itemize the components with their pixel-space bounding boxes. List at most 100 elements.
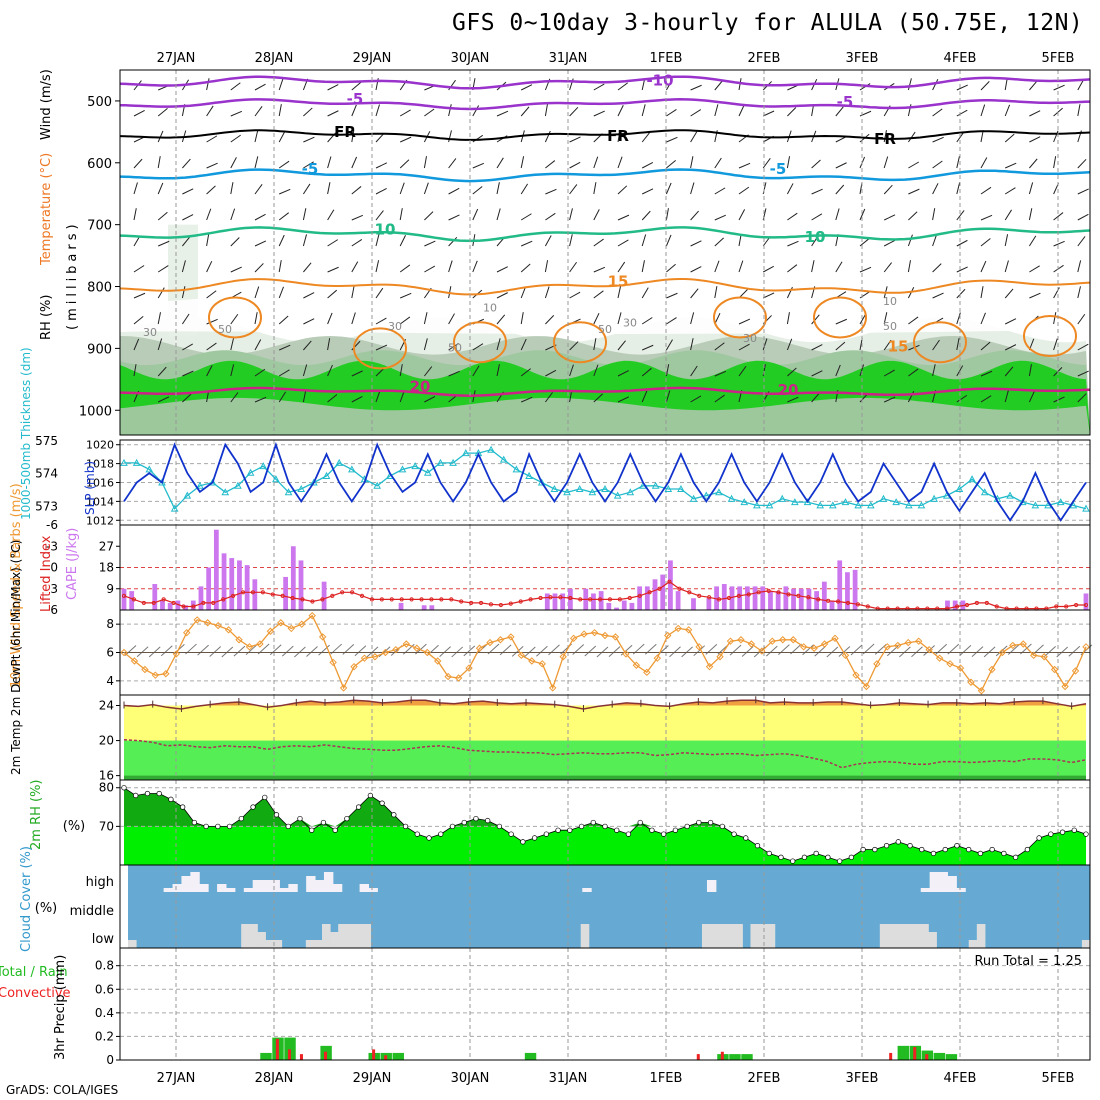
convective-precip-bar: [925, 1054, 929, 1060]
lifted-index-point: [488, 602, 494, 607]
wind-barb: [545, 188, 557, 195]
rh2m-point: [766, 850, 772, 857]
rh2m-point: [555, 827, 561, 833]
convective-precip-bar: [287, 1049, 291, 1060]
wind-speed-point: [141, 665, 149, 674]
rh2m-point: [977, 850, 984, 857]
wind-barb: [375, 104, 380, 117]
wind-barb: [883, 396, 896, 403]
lifted-index-point: [617, 597, 622, 602]
rh2m-point: [543, 831, 549, 837]
cape-bar: [560, 593, 566, 610]
cape-bar: [1083, 593, 1089, 610]
wind-barb: [254, 240, 267, 247]
wind-barb: [738, 186, 750, 195]
wind-barb: [278, 315, 289, 325]
thickness-point: [588, 488, 597, 496]
thickness-point: [449, 458, 457, 466]
wind-barb: [351, 261, 359, 273]
surface-wind-barb: [923, 645, 935, 656]
wind-speed-point: [810, 644, 818, 652]
low-cloud-bar: [354, 924, 363, 948]
surface-wind-barb: [197, 644, 209, 656]
high-cloud-bar: [252, 880, 263, 892]
top-date-label: 28JAN: [255, 51, 294, 66]
lifted-index-point: [409, 597, 414, 602]
relative-humidity-panel: 80 70 (%): [63, 779, 1091, 866]
bottom-date-label: 29JAN: [353, 1071, 392, 1086]
lifted-index-point: [607, 597, 613, 602]
wind-tick-label: 8: [106, 617, 114, 631]
lifted-index-point: [528, 597, 533, 602]
rh2m-point: [825, 854, 831, 860]
surface-wind-barb: [778, 644, 790, 656]
rh2m-point: [426, 835, 432, 841]
wind-barb: [254, 263, 264, 273]
cape-bar: [544, 593, 550, 610]
wind-barb: [545, 315, 555, 325]
wind-barb: [520, 106, 530, 117]
wind-barb: [206, 78, 210, 91]
wind-barb: [932, 339, 940, 351]
wind-speed-point: [831, 634, 839, 643]
wind-barb: [375, 162, 388, 169]
top-date-label: 5FEB: [1042, 51, 1075, 66]
thickness-point: [841, 498, 850, 506]
thickness-point: [917, 501, 926, 509]
wind-speed-point: [329, 658, 337, 667]
surface-wind-barb: [281, 645, 294, 657]
wind-barb: [157, 396, 170, 403]
surface-wind-barb: [1056, 646, 1069, 658]
cape-bar: [729, 586, 735, 610]
total-precip-bar: [260, 1052, 272, 1060]
wind-speed-point: [601, 631, 609, 640]
cape-bar: [829, 600, 835, 610]
wind-speed-point: [507, 633, 515, 641]
wind-barb: [545, 369, 557, 377]
y-tick-label: 1000: [79, 404, 112, 419]
wind-barb: [303, 292, 315, 299]
wind-barb: [787, 367, 797, 377]
wind-barb: [157, 211, 168, 221]
lifted-index-point: [230, 593, 236, 598]
wind-speed-point: [538, 660, 546, 668]
cape-bar: [652, 579, 658, 610]
wind-barb: [545, 212, 556, 221]
wind-speed-point: [402, 640, 411, 648]
low-cloud-bar: [750, 924, 760, 948]
cape-bar: [206, 567, 212, 610]
isotherm-minus5: [119, 98, 1091, 111]
lifted-index-point: [657, 586, 662, 591]
lifted-index-point: [826, 598, 831, 603]
wind-barb: [569, 364, 574, 377]
rh2m-point: [578, 823, 585, 830]
wind-barb: [956, 266, 968, 273]
wind-barb: [593, 209, 600, 221]
high-cloud-bar: [359, 884, 369, 892]
wind-barb: [641, 260, 645, 273]
rh2m-point: [1024, 846, 1030, 853]
wind-speed-point: [496, 636, 505, 644]
precip-tick-label: 0.6: [95, 982, 114, 996]
dewpoint-line: [123, 738, 1087, 769]
rh2m-point: [743, 835, 749, 841]
rh2m-point: [966, 846, 972, 853]
wind-speed-point: [674, 624, 682, 633]
wind-barb: [423, 312, 428, 325]
wind-speed-point: [664, 631, 672, 640]
wind-barb: [1028, 235, 1037, 247]
wind-barb: [593, 110, 605, 117]
high-cloud-bar: [225, 888, 236, 892]
wind-barb: [956, 288, 966, 299]
wind-barb: [642, 344, 654, 351]
wind-barb: [206, 234, 210, 247]
low-cloud-bar: [249, 924, 258, 948]
wind-barb: [907, 104, 912, 117]
wind-barb: [980, 312, 986, 325]
rh-contour-label: 30: [143, 326, 157, 339]
cape-bar: [398, 602, 404, 610]
wind-barb: [883, 239, 896, 247]
surface-wind-barb: [669, 646, 681, 658]
wind-barb: [302, 364, 308, 377]
wind-barb: [908, 368, 919, 377]
